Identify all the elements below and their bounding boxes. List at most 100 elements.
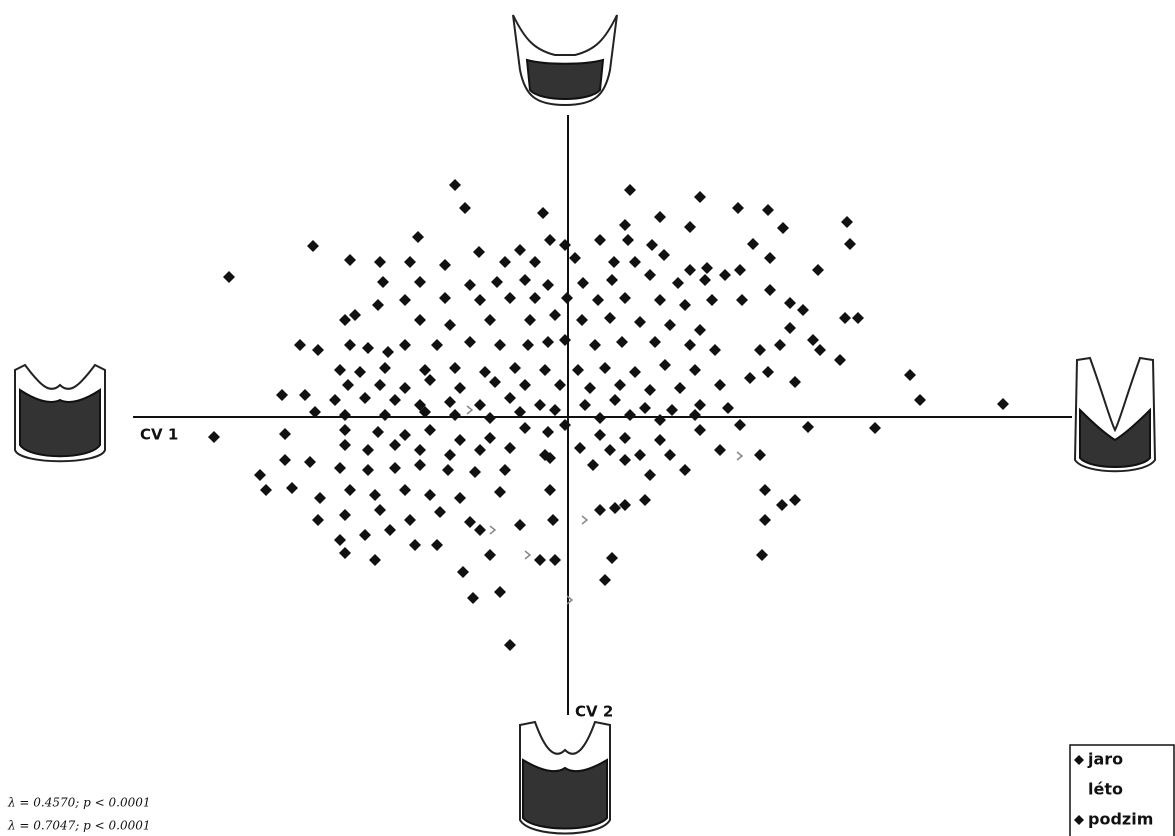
point — [666, 404, 678, 416]
point — [762, 366, 774, 378]
point — [299, 389, 311, 401]
point — [634, 449, 646, 461]
point — [802, 421, 814, 433]
point — [839, 312, 851, 324]
point — [312, 344, 324, 356]
point — [434, 506, 446, 518]
point — [439, 292, 451, 304]
point — [914, 394, 926, 406]
point — [577, 277, 589, 289]
point — [646, 239, 658, 251]
point — [459, 202, 471, 214]
point — [732, 202, 744, 214]
point — [519, 274, 531, 286]
point — [334, 364, 346, 376]
point — [467, 592, 479, 604]
point — [467, 406, 472, 414]
point — [491, 276, 503, 288]
point — [504, 639, 516, 651]
point — [279, 428, 291, 440]
point — [444, 396, 456, 408]
point — [384, 524, 396, 536]
point — [869, 422, 881, 434]
point — [494, 586, 506, 598]
point — [784, 322, 796, 334]
point — [464, 279, 476, 291]
point — [734, 419, 746, 431]
point — [754, 449, 766, 461]
stat-line: λ = 0.7047; p < 0.0001 — [7, 819, 151, 833]
point — [544, 484, 556, 496]
point — [329, 394, 341, 406]
point — [777, 222, 789, 234]
point — [499, 464, 511, 476]
point — [369, 554, 381, 566]
point — [399, 484, 411, 496]
point — [362, 342, 374, 354]
point — [372, 426, 384, 438]
point — [286, 482, 298, 494]
point — [624, 409, 636, 421]
point — [349, 309, 361, 321]
point — [759, 514, 771, 526]
point — [431, 539, 443, 551]
point — [789, 494, 801, 506]
point — [634, 316, 646, 328]
y-axis-label: CV 2 — [575, 703, 613, 721]
point — [639, 494, 651, 506]
point — [464, 516, 476, 528]
point — [559, 239, 571, 251]
point — [469, 466, 481, 478]
point — [399, 294, 411, 306]
point — [544, 234, 556, 246]
point — [494, 486, 506, 498]
point — [812, 264, 824, 276]
point — [714, 444, 726, 456]
point — [339, 424, 351, 436]
point — [594, 234, 606, 246]
shape-icon-right — [1075, 358, 1155, 471]
point — [549, 554, 561, 566]
point — [474, 294, 486, 306]
point — [659, 359, 671, 371]
point — [494, 339, 506, 351]
point — [679, 299, 691, 311]
point — [474, 524, 486, 536]
point — [519, 379, 531, 391]
point — [449, 179, 461, 191]
point — [424, 489, 436, 501]
point — [747, 238, 759, 250]
point — [339, 547, 351, 559]
point — [569, 252, 581, 264]
legend-label: podzim — [1088, 810, 1153, 829]
point — [424, 374, 436, 386]
point — [756, 549, 768, 561]
point — [672, 277, 684, 289]
point — [439, 259, 451, 271]
point — [444, 449, 456, 461]
point — [542, 426, 554, 438]
point — [606, 552, 618, 564]
point — [744, 372, 756, 384]
point — [599, 362, 611, 374]
point — [379, 409, 391, 421]
point — [722, 402, 734, 414]
point — [709, 344, 721, 356]
point — [484, 314, 496, 326]
point — [841, 216, 853, 228]
point — [369, 489, 381, 501]
point — [664, 449, 676, 461]
point — [574, 442, 586, 454]
point — [547, 514, 559, 526]
point — [619, 292, 631, 304]
point — [587, 459, 599, 471]
legend-label: jaro — [1087, 750, 1123, 769]
point — [489, 376, 501, 388]
point — [694, 191, 706, 203]
point — [474, 444, 486, 456]
point — [592, 294, 604, 306]
point — [389, 462, 401, 474]
point — [334, 534, 346, 546]
point — [414, 314, 426, 326]
point — [714, 379, 726, 391]
